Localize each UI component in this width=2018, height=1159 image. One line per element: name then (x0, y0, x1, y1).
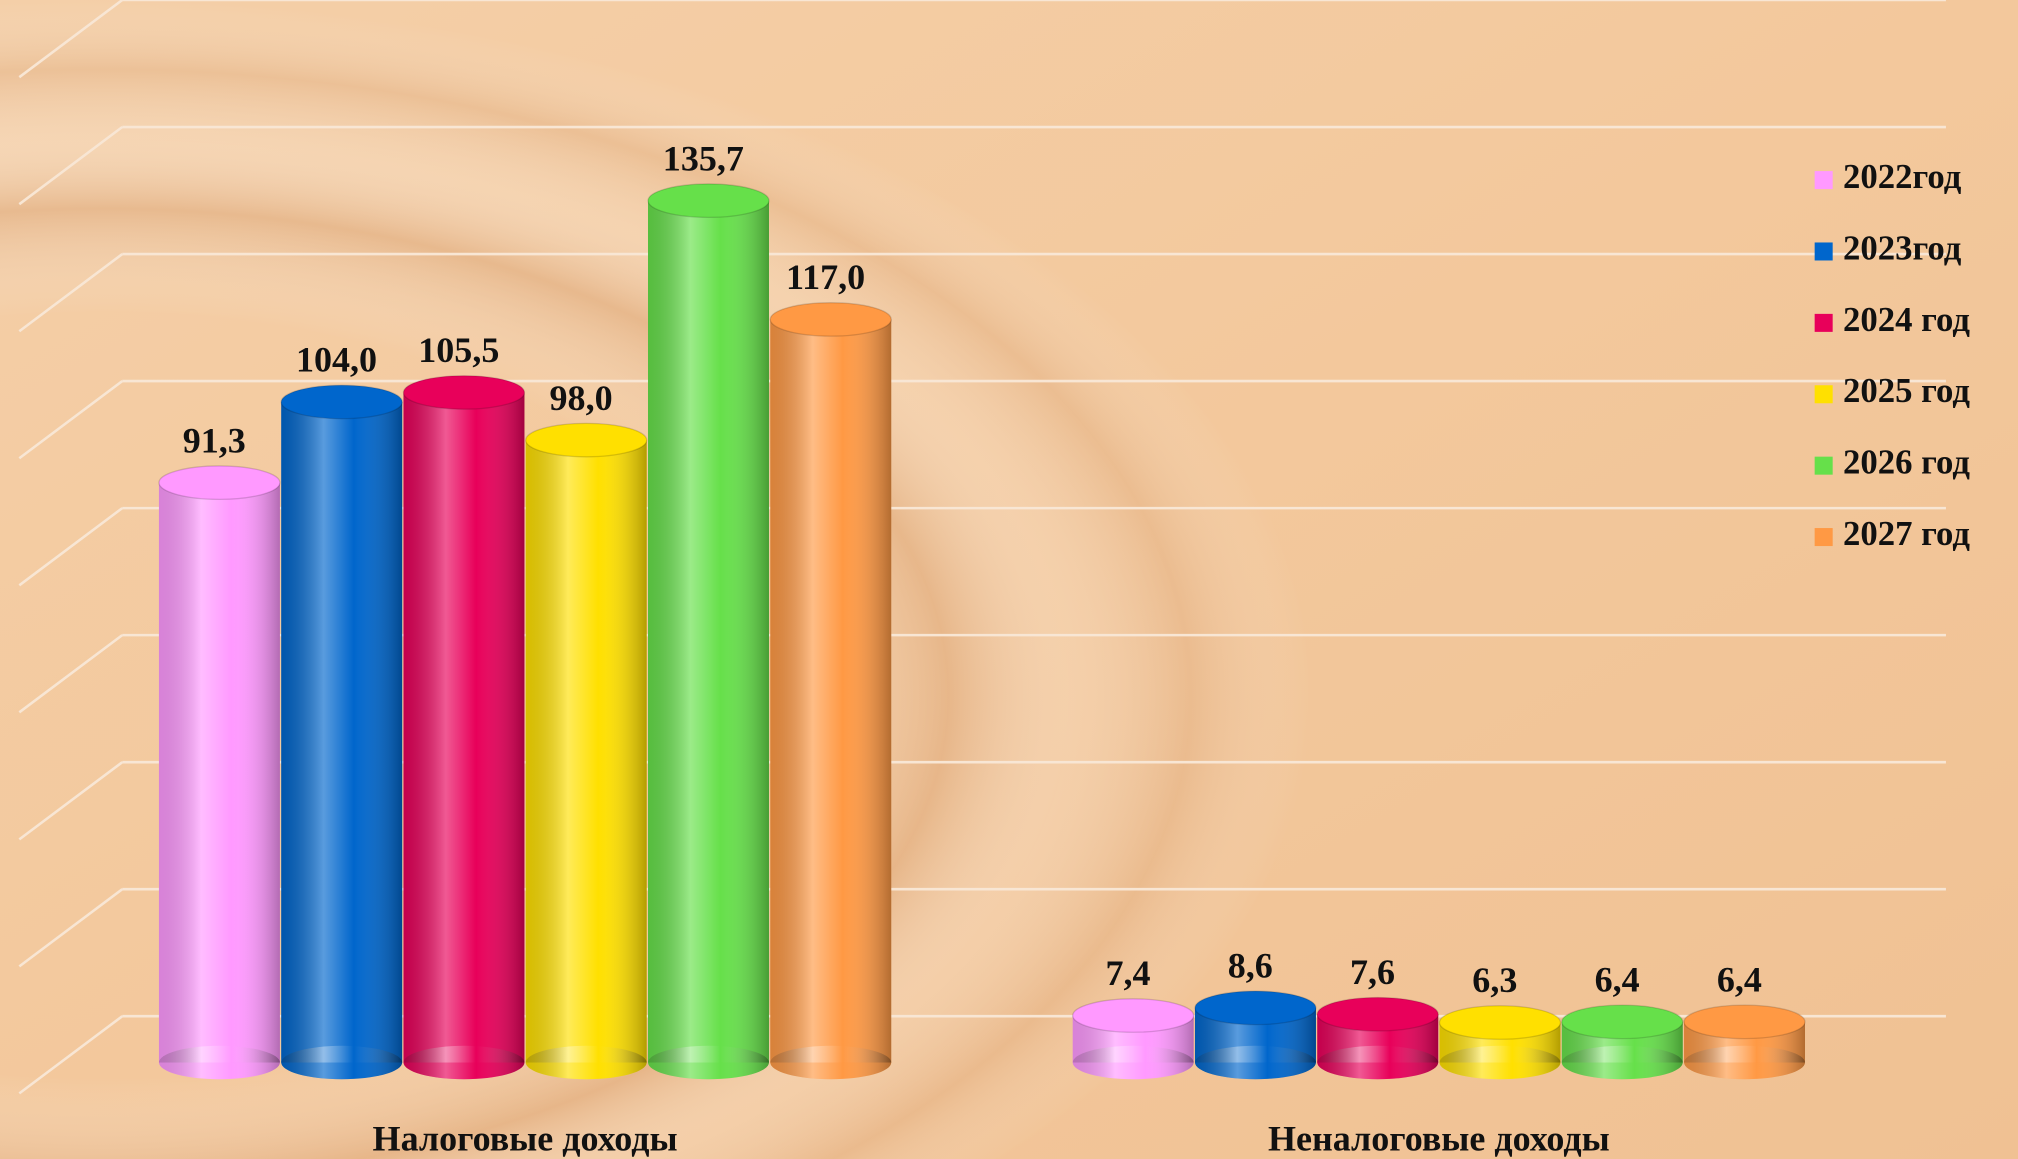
legend-label: 2023год (1843, 228, 1962, 267)
data-label: 6,4 (1717, 960, 1762, 1000)
bar-top (525, 422, 648, 458)
legend-label: 2022год (1843, 157, 1962, 196)
bar-top (1683, 1004, 1806, 1040)
data-label: 6,3 (1472, 960, 1517, 1000)
bar-top (1316, 996, 1439, 1032)
bar-bottom-shade (770, 1045, 892, 1080)
bar-top (769, 302, 892, 337)
bar-top (647, 183, 770, 219)
bar-bottom-shade (281, 1045, 403, 1080)
grid-line-side (18, 1015, 124, 1095)
legend-swatch (1814, 242, 1833, 261)
bar-shade (770, 319, 892, 1063)
legend-swatch (1814, 313, 1833, 332)
bar-bottom-shade (1684, 1045, 1806, 1080)
grid-line-side (18, 0, 124, 79)
bar-shade (403, 392, 525, 1063)
bar-top (402, 375, 526, 410)
data-label: 8,6 (1228, 946, 1273, 986)
data-label: 7,6 (1350, 952, 1395, 992)
data-label: 98,0 (550, 378, 613, 418)
bar-bottom-shade (158, 1045, 280, 1080)
grid-line-side (18, 507, 124, 587)
grid-line-side (18, 888, 124, 968)
legend-label: 2025 год (1843, 371, 1970, 410)
grid-line-side (18, 761, 124, 841)
data-label: 104,0 (296, 340, 377, 380)
bar-top (158, 465, 281, 501)
bar-bottom-shade (1194, 1045, 1316, 1080)
bar-shade (281, 401, 403, 1063)
bar-top (1438, 1005, 1562, 1040)
bar-bottom-shade (1072, 1045, 1194, 1080)
data-label: 105,5 (418, 330, 499, 370)
legend-label: 2024 год (1843, 300, 1970, 339)
x-tick-label: Неналоговые доходы (1268, 1119, 1610, 1159)
data-label: 91,3 (183, 420, 246, 460)
x-tick-label: Налоговые доходы (373, 1119, 678, 1159)
bar-top (280, 384, 403, 420)
bar-top (1194, 990, 1317, 1026)
bar-bottom-shade (1439, 1045, 1561, 1080)
bar-shade (158, 482, 280, 1063)
legend-swatch (1814, 385, 1833, 404)
grid-line-side (18, 253, 124, 333)
bar-bottom-shade (1561, 1045, 1683, 1080)
grid-line-side (18, 634, 124, 714)
bar-shade (647, 200, 769, 1063)
data-label: 117,0 (786, 257, 865, 297)
grid-line-side (18, 380, 124, 460)
data-label: 135,7 (663, 138, 744, 178)
data-label: 6,4 (1595, 960, 1640, 1000)
legend-swatch (1814, 456, 1833, 475)
bar-bottom-shade (525, 1045, 647, 1080)
grid-line-side (18, 125, 124, 206)
bar-bottom-shade (403, 1045, 525, 1080)
bar-bottom-shade (1317, 1045, 1439, 1080)
bar-top (1072, 998, 1195, 1033)
legend-swatch (1814, 528, 1833, 547)
bar-shade (525, 440, 647, 1063)
legend-label: 2027 год (1843, 514, 1970, 553)
bar-bottom-shade (647, 1045, 769, 1080)
bar-top (1561, 1004, 1684, 1040)
data-label: 7,4 (1106, 953, 1151, 993)
legend-swatch (1814, 171, 1833, 190)
legend-label: 2026 год (1843, 443, 1970, 482)
